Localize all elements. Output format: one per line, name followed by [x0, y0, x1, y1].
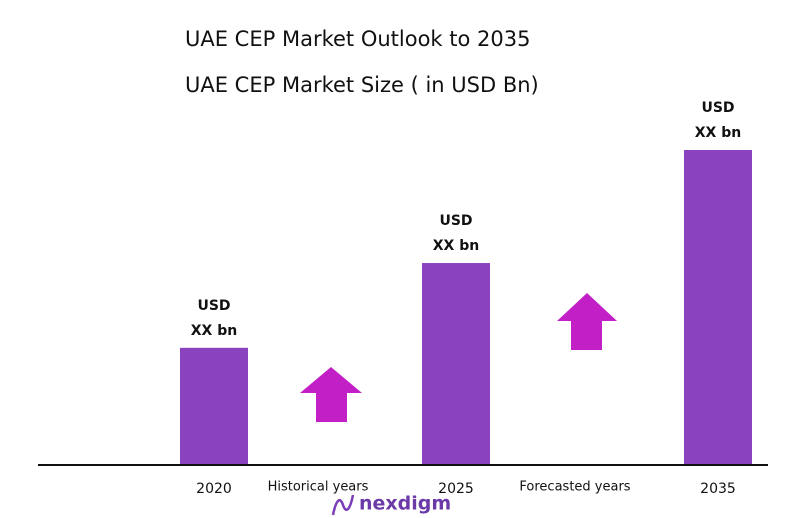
- chart-subtitle: UAE CEP Market Size ( in USD Bn): [185, 73, 539, 97]
- value-label: XX bn: [695, 125, 741, 141]
- growth-arrow: [300, 367, 362, 422]
- annotation: Historical years: [268, 480, 369, 495]
- x-tick-label: 2020: [196, 481, 232, 497]
- value-label: USD: [439, 213, 472, 229]
- growth-arrow: [557, 293, 617, 350]
- value-label: XX bn: [433, 238, 479, 254]
- value-label: XX bn: [191, 323, 237, 339]
- annotation: Forecasted years: [519, 480, 630, 495]
- chart-title: UAE CEP Market Outlook to 2035: [185, 27, 530, 51]
- bar: [180, 347, 248, 464]
- x-tick-label: 2025: [438, 481, 474, 497]
- value-label: USD: [197, 298, 230, 314]
- logo: nexdigm: [359, 493, 451, 515]
- bar: [684, 150, 752, 464]
- bar: [422, 263, 490, 464]
- logo-mark: [331, 494, 355, 516]
- value-label: USD: [701, 100, 734, 116]
- x-tick-label: 2035: [700, 481, 736, 497]
